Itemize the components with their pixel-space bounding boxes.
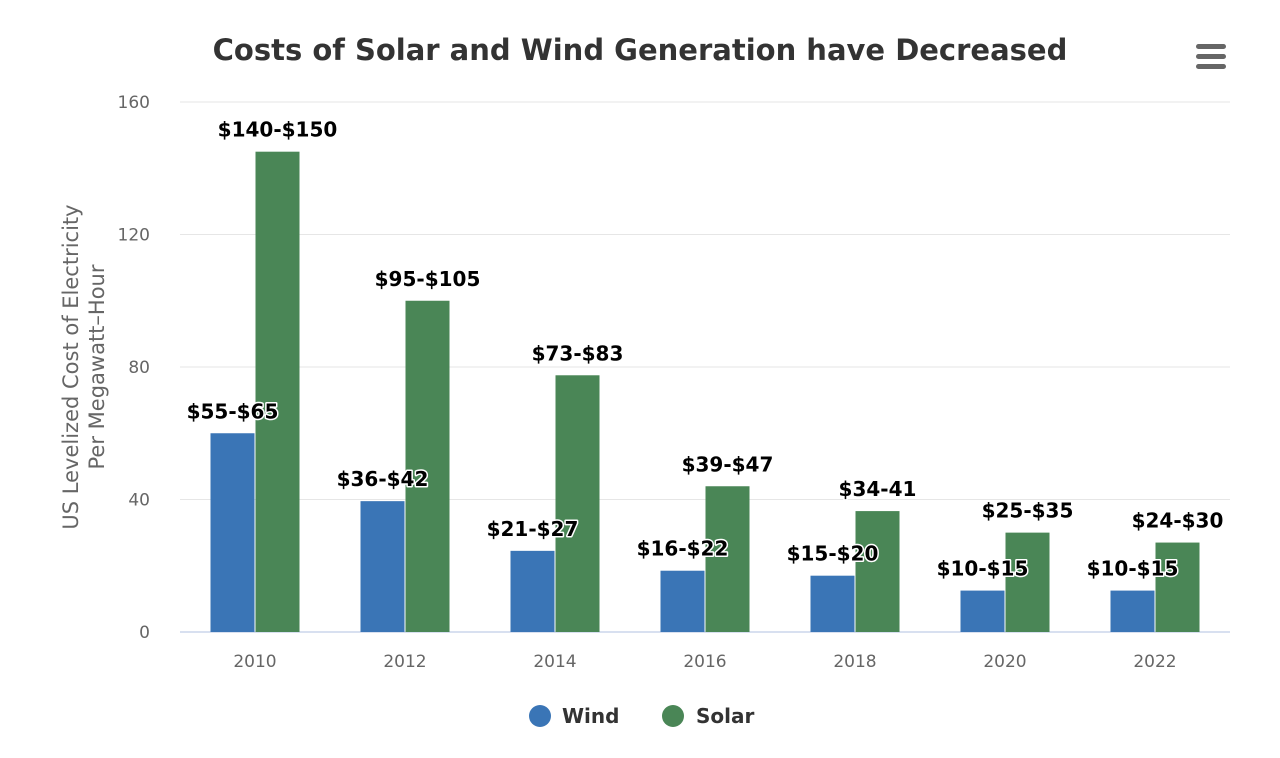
legend-label: Wind (562, 704, 619, 728)
data-label-wind: $15-$20 (787, 542, 879, 566)
bar-solar[interactable] (555, 375, 600, 632)
bar-solar[interactable] (855, 511, 900, 632)
data-label-wind: $21-$27 (487, 517, 579, 541)
bar-solar[interactable] (1005, 532, 1050, 632)
data-label-solar: $140-$150 (218, 118, 338, 142)
data-label-wind: $10-$15 (937, 557, 1029, 581)
x-tick-label: 2014 (533, 652, 576, 672)
y-tick-label: 160 (118, 93, 150, 113)
bar-wind[interactable] (510, 550, 555, 632)
x-tick-label: 2016 (683, 652, 726, 672)
chart-title: Costs of Solar and Wind Generation have … (213, 33, 1068, 67)
y-tick-label: 40 (128, 491, 150, 511)
bar-wind[interactable] (660, 570, 705, 632)
bar-wind[interactable] (1110, 590, 1155, 632)
y-axis-label-line: US Levelized Cost of Electricity (59, 204, 83, 529)
x-tick-label: 2018 (833, 652, 876, 672)
bar-solar[interactable] (405, 300, 450, 632)
data-labels: $55-$65 $140-$150 $36-$42 $95-$105 $21-$27 $7… (185, 116, 1225, 582)
gridlines (180, 101, 1230, 633)
bar-wind[interactable] (360, 501, 405, 632)
x-tick-label: 2020 (983, 652, 1026, 672)
legend-label: Solar (696, 704, 754, 728)
x-tick-label: 2012 (383, 652, 426, 672)
data-label-wind: $10-$15 (1087, 557, 1179, 581)
legend-swatch (662, 705, 684, 727)
data-label-wind: $16-$22 (637, 537, 729, 561)
chart-menu-button[interactable] (1186, 38, 1236, 74)
bar-solar[interactable] (255, 151, 300, 632)
data-label-solar: $95-$105 (375, 267, 481, 291)
data-label-wind: $36-$42 (337, 467, 429, 491)
hamburger-menu-icon (1196, 44, 1226, 69)
x-tick-label: 2022 (1133, 652, 1176, 672)
bars (210, 151, 1200, 632)
y-tick-label: 120 (118, 226, 150, 246)
bar-wind[interactable] (960, 590, 1005, 632)
legend-item-wind[interactable]: Wind (529, 704, 619, 728)
y-tick-label: 80 (128, 358, 150, 378)
bar-solar[interactable] (1155, 542, 1200, 632)
x-tick-label: 2010 (233, 652, 276, 672)
bar-wind[interactable] (210, 433, 255, 632)
y-axis-label: US Levelized Cost of Electricity Per Meg… (59, 204, 109, 529)
data-label-solar: $34-41 (839, 477, 917, 501)
y-tick-label: 0 (139, 623, 150, 643)
x-axis-ticks: 2010 2012 2014 2016 2018 2020 2022 (233, 652, 1176, 672)
legend: Wind Solar (529, 704, 754, 728)
data-label-solar: $39-$47 (682, 452, 774, 476)
y-axis-ticks: 0 40 80 120 160 (118, 93, 150, 643)
data-label-solar: $24-$30 (1132, 509, 1224, 533)
y-axis-label-line: Per Megawatt–Hour (85, 264, 109, 469)
data-label-solar: $25-$35 (982, 499, 1074, 523)
legend-swatch (529, 705, 551, 727)
data-label-wind: $55-$65 (187, 399, 279, 423)
bar-solar[interactable] (705, 486, 750, 632)
legend-item-solar[interactable]: Solar (662, 704, 754, 728)
bar-wind[interactable] (810, 575, 855, 632)
data-label-solar: $73-$83 (532, 341, 624, 365)
